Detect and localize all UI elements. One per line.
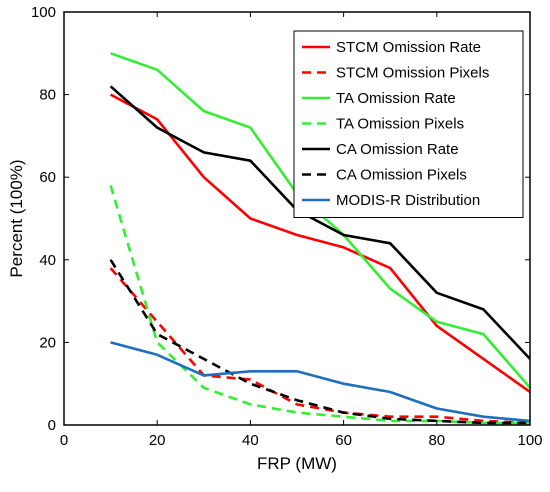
y-tick-label: 0	[48, 417, 56, 434]
legend-entry: MODIS-R Distribution	[336, 192, 480, 209]
tick-labels: 0 20 40 60 80 100 0 20 40 60 80 100	[31, 4, 543, 449]
y-tick-label: 20	[39, 334, 56, 351]
legend-entry: CA Omission Rate	[336, 141, 459, 158]
x-tick-label: 20	[149, 432, 166, 449]
legend: STCM Omission Rate STCM Omission Pixels TA…	[293, 30, 524, 218]
series-line-2	[109, 267, 531, 425]
plot-frame	[63, 11, 531, 426]
series-line-5	[109, 85, 531, 360]
legend-entry: CA Omission Pixels	[336, 167, 467, 184]
legend-entry: STCM Omission Pixels	[336, 65, 489, 82]
y-axis-label: Percent (100%)	[7, 159, 26, 277]
x-tick-label: 0	[60, 432, 68, 449]
legend-box	[293, 30, 524, 218]
x-tick-label: 60	[335, 432, 352, 449]
y-tick-label: 40	[39, 252, 56, 269]
x-axis-label: FRP (MW)	[257, 454, 337, 473]
legend-entry: TA Omission Rate	[336, 90, 456, 107]
legend-entry: STCM Omission Rate	[336, 39, 481, 56]
y-tick-label: 80	[39, 87, 56, 104]
x-tick-label: 40	[242, 432, 259, 449]
series-line-1	[109, 93, 531, 394]
y-tick-label: 100	[31, 4, 56, 21]
legend-entry: TA Omission Pixels	[336, 116, 464, 133]
x-tick-label: 100	[517, 432, 542, 449]
series-line-6	[109, 259, 530, 425]
series-line-7	[110, 341, 531, 423]
y-tick-label: 60	[39, 169, 56, 186]
x-tick-label: 80	[428, 432, 445, 449]
